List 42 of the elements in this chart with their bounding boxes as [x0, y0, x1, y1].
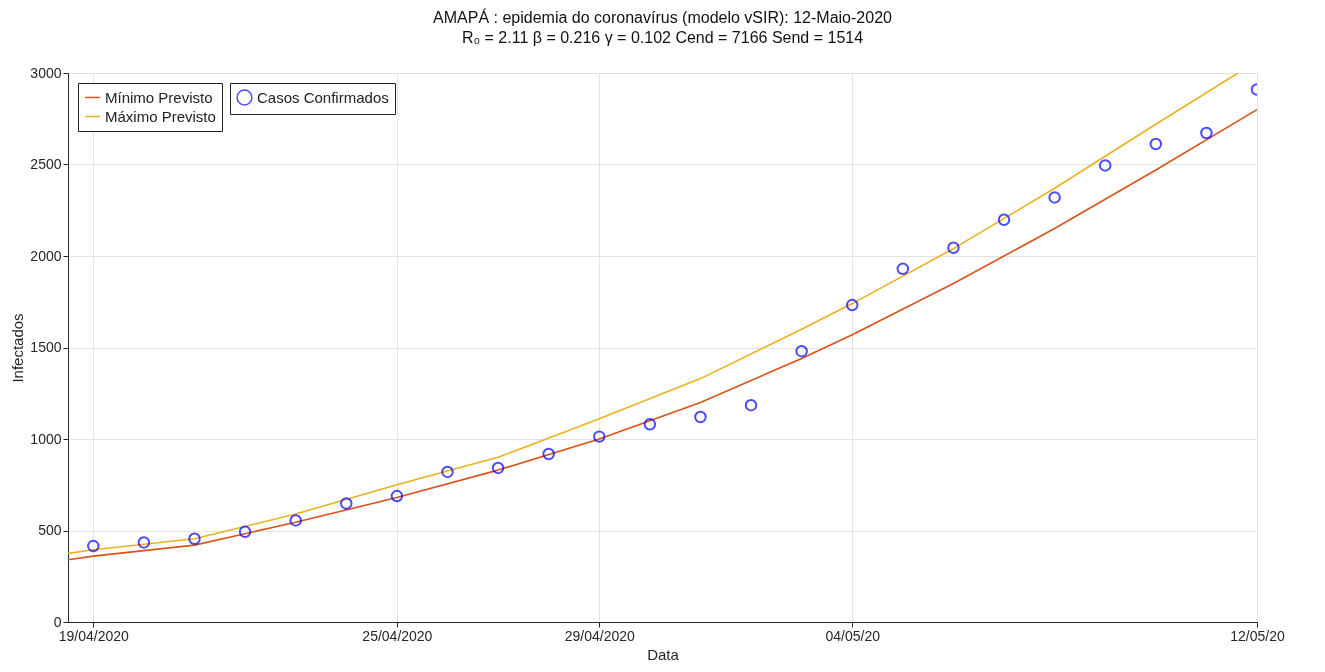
- point: [188, 532, 201, 545]
- point: [845, 298, 859, 312]
- point: [390, 489, 404, 503]
- point: [896, 262, 910, 276]
- x-tick-label: 25/04/2020: [362, 627, 433, 644]
- y-tick-label: 1000: [30, 430, 62, 447]
- point: [947, 241, 960, 254]
- y-tick-label: 3000: [30, 64, 62, 81]
- y-tick-label: 0: [53, 613, 62, 630]
- point: [1048, 191, 1061, 204]
- x-tick-label: 12/05/20: [1230, 627, 1285, 644]
- x-axis-title: Data: [647, 645, 680, 663]
- point: [744, 398, 758, 412]
- point: [441, 465, 454, 479]
- y-axis-title: Infectados: [9, 313, 27, 383]
- point: [238, 525, 252, 539]
- y-tick-label: 2000: [30, 247, 62, 264]
- x-tick-label: 19/04/2020: [58, 627, 130, 644]
- point: [87, 539, 100, 553]
- chart-subtitle: R₀ = 2.11 β = 0.216 γ = 0.102 Cend = 7166 Send = 1514: [461, 29, 864, 46]
- point: [491, 461, 505, 475]
- legend-label: Mínimo Previsto: [105, 88, 213, 106]
- y-tick-label: 2500: [30, 156, 62, 172]
- point: [593, 430, 606, 443]
- point: [694, 410, 707, 424]
- point: [643, 418, 657, 431]
- point: [340, 497, 353, 510]
- y-tick-label: 500: [38, 522, 62, 538]
- legend-label: Casos Confirmados: [257, 88, 389, 106]
- point: [542, 447, 555, 461]
- y-tick-label: 1500: [30, 339, 62, 355]
- point: [137, 536, 151, 549]
- point: [1200, 126, 1213, 140]
- chart-title: AMAPÁ : epidemia do coronavírus (modelo vSIR): 12-Maio-2020: [433, 8, 893, 26]
- x-tick-label: 29/04/2020: [564, 627, 635, 644]
- point: [795, 344, 808, 358]
- point: [997, 213, 1011, 226]
- x-tick-label: 04/05/20: [825, 627, 881, 644]
- legend-label: Máximo Previsto: [105, 107, 216, 125]
- point: [1098, 159, 1112, 172]
- point: [289, 514, 302, 527]
- point: [1149, 137, 1163, 151]
